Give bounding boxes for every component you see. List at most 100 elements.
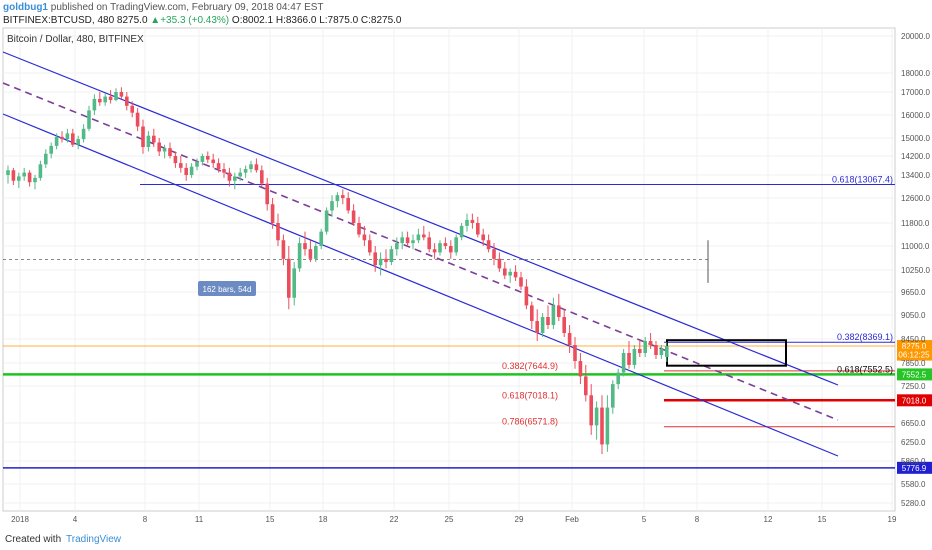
- channel-midline: [2, 82, 839, 421]
- candle-body: [427, 237, 431, 250]
- candle-body: [562, 317, 566, 333]
- up-arrow-icon: ▲: [150, 15, 161, 26]
- candle-body: [405, 237, 410, 244]
- candle-body: [578, 361, 583, 377]
- candle-body: [357, 223, 361, 235]
- candle-body: [638, 349, 642, 353]
- candle-body: [454, 237, 458, 253]
- candle-body: [44, 153, 48, 165]
- candle-body: [17, 176, 21, 181]
- y-tick-label: 20000.0: [901, 32, 930, 41]
- candle-body: [335, 195, 340, 202]
- y-tick-label: 5280.0: [901, 499, 926, 508]
- candle-body: [260, 170, 264, 184]
- candle-body: [152, 135, 156, 143]
- price-tag-label: 06:12:25: [898, 351, 930, 360]
- candle-body: [654, 345, 658, 355]
- candle-body: [103, 96, 107, 103]
- x-tick-label: 4: [73, 515, 78, 524]
- footer: Created with TradingView: [0, 528, 932, 550]
- candle-body: [98, 98, 102, 103]
- x-tick-label: 8: [695, 515, 700, 524]
- candle-body: [557, 305, 561, 317]
- candle-body: [524, 286, 529, 306]
- candle-body: [276, 223, 280, 241]
- author-link[interactable]: goldbug1: [3, 2, 48, 13]
- y-tick-label: 7850.0: [901, 359, 926, 368]
- candle-body: [659, 349, 664, 355]
- price-labels: 8275.006:12:25 7552.5 7018.0 5776.9: [897, 340, 932, 474]
- y-tick-label: 12600.0: [901, 194, 930, 203]
- candle-body: [665, 346, 669, 357]
- candle-body: [497, 258, 502, 269]
- fib-label: 0.786(6571.8): [502, 417, 558, 427]
- ohlc-values: O:8002.1 H:8366.0 L:7875.0 C:8275.0: [231, 15, 402, 26]
- tradingview-link[interactable]: TradingView: [66, 534, 122, 545]
- candle-body: [351, 210, 356, 223]
- candle-body: [362, 234, 367, 241]
- candle-body: [179, 163, 183, 168]
- fib-label: 0.618(7552.5): [837, 364, 893, 374]
- candle-body: [249, 164, 253, 170]
- price-tag-label: 7018.0: [902, 396, 927, 405]
- publish-info: published on TradingView.com, February 0…: [50, 2, 324, 13]
- x-tick-label: 5: [642, 515, 647, 524]
- candle-body: [611, 384, 615, 408]
- candle-body: [108, 96, 113, 101]
- y-tick-label: 5580.0: [901, 480, 926, 489]
- x-tick-label: 29: [515, 515, 524, 524]
- candle-body: [303, 243, 307, 250]
- candle-body: [65, 133, 70, 140]
- candle-body: [233, 176, 237, 181]
- candle-body: [513, 271, 518, 278]
- publish-header: goldbug1 published on TradingView.com, F…: [3, 2, 324, 13]
- y-tick-label: 13400.0: [901, 171, 930, 180]
- y-tick-label: 6250.0: [901, 438, 926, 447]
- y-tick-label: 8450.0: [901, 335, 926, 344]
- y-tick-label: 7250.0: [901, 382, 926, 391]
- candle-body: [508, 271, 512, 276]
- candle-body: [567, 333, 572, 345]
- symbol-info: BITFINEX:BTCUSD, 480: [3, 15, 115, 26]
- candle-body: [368, 240, 372, 253]
- candle-body: [632, 349, 637, 365]
- x-tick-label: 8: [143, 515, 148, 524]
- price-tag-label: 8275.0: [902, 342, 927, 351]
- candles: [6, 87, 669, 455]
- candle-body: [330, 201, 334, 211]
- x-tick-label: 25: [445, 515, 454, 524]
- y-tick-label: 9650.0: [901, 288, 926, 297]
- candle-body: [200, 156, 205, 162]
- candle-body: [119, 92, 124, 97]
- candle-body: [157, 142, 161, 152]
- y-tick-label: 11800.0: [901, 219, 930, 228]
- y-tick-label: 10250.0: [901, 266, 930, 275]
- candle-body: [540, 317, 545, 333]
- price-chart[interactable]: Bitcoin / Dollar, 480, BITFINEX 162 bars…: [0, 0, 932, 528]
- candle-body: [594, 407, 599, 426]
- candle-body: [319, 231, 323, 246]
- candle-body: [168, 148, 172, 156]
- x-tick-label: Feb: [565, 515, 579, 524]
- candle-body: [573, 345, 577, 361]
- fib-label: 0.618(7018.1): [502, 390, 558, 400]
- candle-body: [648, 341, 653, 345]
- candle-body: [114, 92, 118, 101]
- candle-body: [6, 170, 10, 175]
- candle-body: [449, 246, 453, 253]
- x-tick-label: 15: [266, 515, 275, 524]
- candle-body: [459, 225, 464, 238]
- candle-body: [643, 341, 647, 353]
- price-tag: [897, 394, 932, 407]
- y-tick-label: 14200.0: [901, 152, 930, 161]
- price-tag: [897, 461, 932, 474]
- candle-body: [395, 243, 399, 250]
- candle-body: [621, 353, 626, 373]
- candle-body: [314, 246, 318, 259]
- candle-body: [195, 161, 199, 167]
- candle-body: [416, 234, 421, 241]
- x-axis: 2018 4 8 11 15 18 22 25 29 Feb 5 8 12 15 19: [11, 515, 897, 524]
- candle-body: [216, 163, 221, 170]
- candle-body: [243, 169, 248, 173]
- candle-body: [389, 249, 394, 262]
